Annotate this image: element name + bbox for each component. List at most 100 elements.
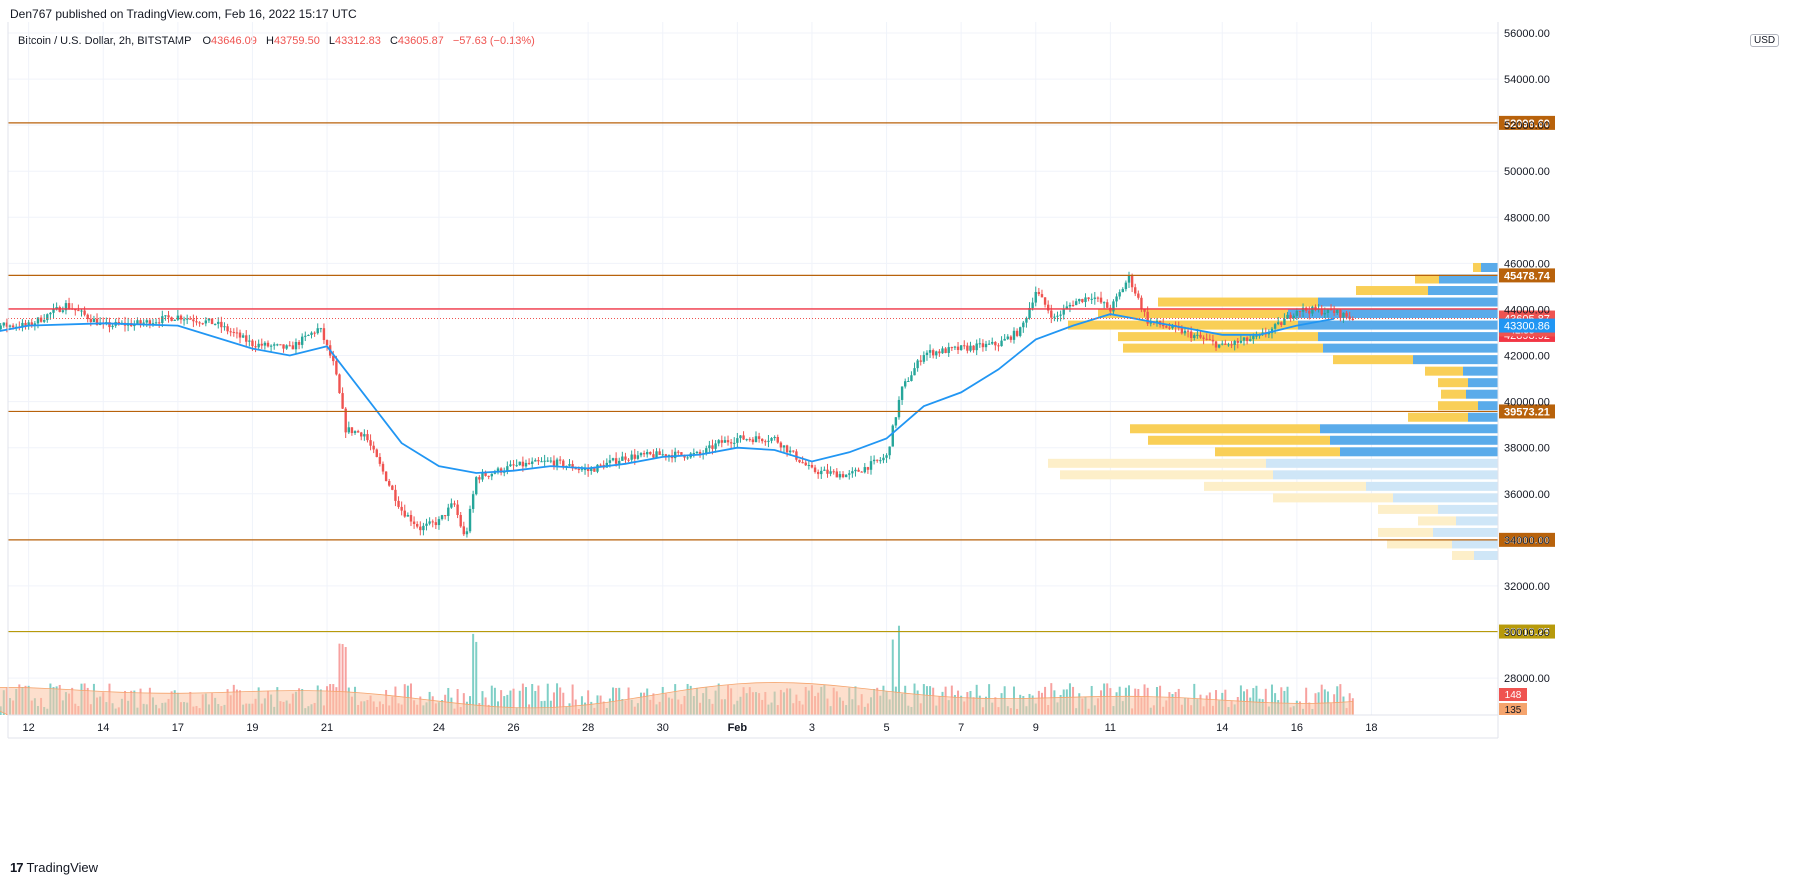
candle-body bbox=[580, 469, 584, 471]
candle-body bbox=[77, 310, 80, 312]
candle-body bbox=[313, 332, 316, 334]
volume-bar bbox=[546, 683, 549, 715]
vp-down-bar bbox=[1288, 309, 1498, 319]
candle-body bbox=[24, 322, 27, 326]
candle-body bbox=[185, 318, 189, 320]
candle-body bbox=[745, 439, 748, 441]
candle-body bbox=[506, 466, 509, 472]
volume-bar bbox=[1280, 687, 1283, 715]
candle-body bbox=[83, 310, 86, 315]
candle-body bbox=[1143, 309, 1146, 312]
candle-body bbox=[723, 440, 727, 443]
currency-badge[interactable]: USD bbox=[1750, 34, 1780, 47]
published-by: Den767 published on TradingView.com, Feb… bbox=[10, 7, 357, 21]
volume-bar bbox=[447, 687, 450, 715]
symbol-title[interactable]: Bitcoin / U.S. Dollar, 2h, BITSTAMP bbox=[18, 35, 192, 47]
candle-body bbox=[987, 343, 991, 345]
candle-body bbox=[652, 454, 655, 458]
candle-body bbox=[316, 328, 319, 334]
x-tick-label: 26 bbox=[507, 722, 519, 734]
candle-body bbox=[61, 310, 65, 312]
candle-body bbox=[717, 440, 720, 444]
candle-body bbox=[1065, 306, 1069, 310]
volume-bar bbox=[472, 633, 475, 715]
candle-body bbox=[350, 427, 354, 434]
vp-down-bar bbox=[1320, 424, 1498, 434]
x-tick-label: 7 bbox=[958, 722, 964, 734]
candle-body bbox=[409, 514, 413, 522]
candle-body bbox=[521, 461, 525, 467]
candle-body bbox=[841, 474, 845, 478]
candle-body bbox=[1273, 324, 1277, 329]
candle-body bbox=[726, 440, 730, 443]
candle-body bbox=[1071, 304, 1075, 306]
vp-up-bar bbox=[1098, 309, 1288, 319]
vp-up-bar bbox=[1378, 504, 1438, 514]
candle-body bbox=[527, 462, 531, 464]
x-tick-label: 30 bbox=[657, 722, 669, 734]
candle-body bbox=[829, 471, 832, 474]
candle-body bbox=[742, 435, 745, 440]
candle-body bbox=[1028, 308, 1031, 319]
level-price-label: 39573.21 bbox=[1504, 406, 1550, 418]
candle-body bbox=[981, 343, 985, 348]
candle-body bbox=[1037, 291, 1041, 295]
candle-body bbox=[984, 343, 988, 348]
candle-body bbox=[431, 521, 434, 523]
candle-body bbox=[1199, 334, 1202, 338]
volume-bar bbox=[518, 690, 521, 715]
x-tick-label: 28 bbox=[582, 722, 594, 734]
candle-body bbox=[782, 445, 786, 448]
candle-body bbox=[975, 343, 978, 351]
candle-body bbox=[555, 459, 559, 466]
candle-body bbox=[1249, 339, 1252, 342]
tradingview-logo[interactable]: 17 TradingView bbox=[10, 860, 98, 875]
candle-body bbox=[1289, 314, 1292, 319]
candle-body bbox=[913, 368, 916, 376]
volume-ma-tag bbox=[1499, 703, 1527, 715]
volume-bar bbox=[344, 647, 347, 715]
candle-body bbox=[251, 340, 254, 347]
candle-body bbox=[111, 325, 114, 328]
candle-body bbox=[661, 454, 664, 456]
candle-body bbox=[649, 451, 652, 455]
candle-body bbox=[518, 461, 521, 466]
candle-body bbox=[238, 332, 242, 338]
x-tick-label: 5 bbox=[883, 722, 889, 734]
vp-up-bar bbox=[1158, 297, 1318, 307]
candle-body bbox=[493, 472, 497, 474]
candle-body bbox=[496, 468, 500, 473]
candle-body bbox=[1059, 314, 1062, 316]
candle-body bbox=[179, 315, 183, 320]
candle-body bbox=[92, 318, 96, 322]
candle-body bbox=[378, 456, 382, 464]
candle-body bbox=[922, 355, 926, 362]
candle-body bbox=[462, 526, 466, 535]
level-price-tag bbox=[1499, 404, 1555, 419]
candle-body bbox=[226, 326, 229, 332]
horizontal-levels[interactable]: 52098.60 45478.74 39573.21 34000.00 30019.25… bbox=[8, 115, 1555, 639]
volume-bar bbox=[587, 690, 590, 715]
candle-body bbox=[288, 345, 291, 347]
candle-body bbox=[1118, 292, 1121, 297]
vp-down-bar bbox=[1463, 366, 1498, 376]
vp-up-bar bbox=[1333, 355, 1413, 365]
candle-body bbox=[1267, 333, 1271, 335]
candle-body bbox=[832, 471, 835, 473]
candle-body bbox=[658, 451, 661, 455]
candle-body bbox=[1320, 308, 1323, 315]
candle-body bbox=[1006, 336, 1009, 339]
vp-down-bar bbox=[1298, 320, 1498, 330]
candle-body bbox=[189, 318, 192, 320]
candle-body bbox=[447, 507, 450, 516]
vp-down-bar bbox=[1468, 378, 1498, 388]
candle-body bbox=[1193, 335, 1196, 338]
candle-body bbox=[468, 508, 472, 532]
candle-body bbox=[384, 471, 388, 482]
candle-body bbox=[167, 315, 170, 318]
candle-body bbox=[0, 325, 2, 330]
candle-body bbox=[394, 489, 397, 501]
volume-bar bbox=[1264, 688, 1267, 715]
candle-body bbox=[698, 451, 702, 455]
